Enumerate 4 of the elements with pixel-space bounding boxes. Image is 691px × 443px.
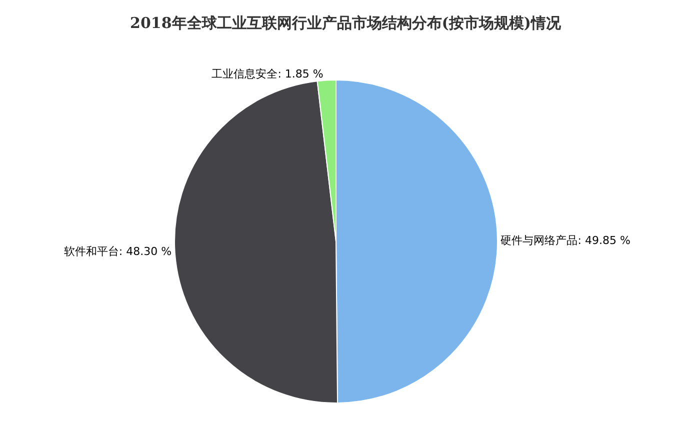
slice-label: 工业信息安全: 1.85 %: [212, 67, 324, 80]
slice-label: 软件和平台: 48.30 %: [64, 245, 172, 258]
chart-title: 2018年全球工业互联网行业产品市场结构分布(按市场规模)情况: [130, 14, 562, 32]
slice-label: 硬件与网络产品: 49.85 %: [500, 234, 630, 248]
